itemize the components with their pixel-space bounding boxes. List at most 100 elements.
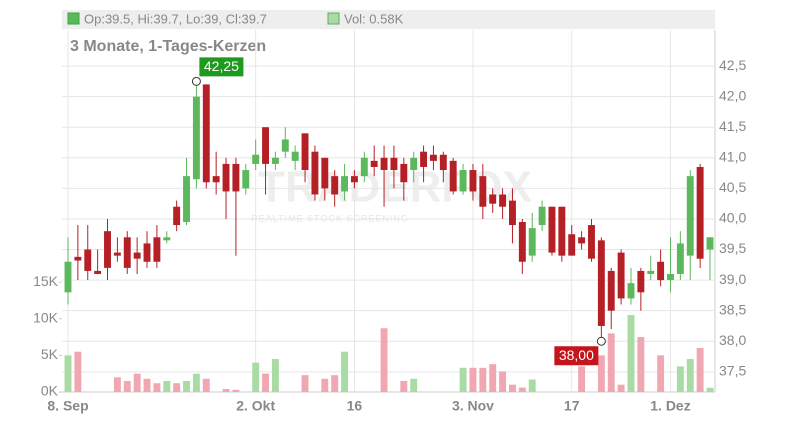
candle-body <box>479 176 487 207</box>
candle-body <box>528 228 536 256</box>
volume-bar <box>400 381 408 392</box>
candle-body <box>469 170 477 192</box>
x-tick-label: 3. Nov <box>452 398 494 414</box>
y-tick-label: 39,5 <box>719 240 746 256</box>
annotation-label: 42,25 <box>204 58 239 74</box>
volume-tick-label: 10K <box>33 309 59 325</box>
candle-body <box>113 252 121 256</box>
volume-tick-label: 0K <box>41 383 59 399</box>
header-volume: Vol: 0.58K <box>344 11 404 26</box>
candle-body <box>271 157 279 164</box>
header-ohlc: Op:39.5, Hi:39.7, Lo:39, Cl:39.7 <box>84 11 267 26</box>
watermark-tagline: REALTIME STOCK SCREENING <box>251 213 409 223</box>
volume-bar <box>113 377 121 392</box>
candle-body <box>104 231 111 268</box>
candle-body <box>667 273 674 281</box>
candle-body <box>74 256 82 261</box>
header-bar <box>62 10 715 29</box>
candle-body <box>153 237 161 262</box>
ohlc-swatch <box>67 12 80 25</box>
volume-tick-label: 15K <box>33 273 59 289</box>
volume-bar <box>489 364 497 392</box>
y-tick-label: 40,5 <box>719 179 746 195</box>
candle-body <box>578 237 586 244</box>
candle-body <box>321 157 329 189</box>
volume-bar <box>262 373 269 392</box>
candle-body <box>459 170 467 192</box>
candle-body <box>242 170 250 189</box>
volume-bar <box>331 375 339 392</box>
volume-bar <box>459 367 467 392</box>
candle-body <box>429 154 437 161</box>
candle-body <box>617 252 625 299</box>
candle-body <box>64 261 72 293</box>
candle-body <box>360 157 368 177</box>
candle-body <box>331 176 339 195</box>
volume-bar <box>676 366 684 392</box>
candle-body <box>706 237 714 250</box>
candle-body <box>183 176 190 223</box>
volume-bar <box>627 315 635 392</box>
y-tick-label: 42,0 <box>719 87 746 103</box>
volume-bar <box>410 378 418 392</box>
y-tick-label: 39,0 <box>719 271 746 287</box>
candle-body <box>439 154 447 171</box>
candle-body <box>647 270 655 274</box>
annotation-point <box>191 76 201 86</box>
candle-body <box>538 206 546 226</box>
volume-bar <box>479 367 487 392</box>
candle-body <box>518 222 526 262</box>
x-tick-label: 1. Dez <box>650 398 690 414</box>
candle-body <box>291 151 299 161</box>
candle-body <box>410 157 418 171</box>
candle-body <box>163 237 171 241</box>
volume-bar <box>469 367 477 392</box>
volume-bar <box>64 355 72 392</box>
volume-bar <box>271 359 279 392</box>
volume-bar <box>123 381 131 392</box>
candle-body <box>489 194 497 204</box>
subtitle: 3 Monate, 1-Tages-Kerzen <box>70 38 266 55</box>
volume-tick-label: 5K <box>41 346 59 362</box>
candle-body <box>509 200 516 226</box>
candle-body <box>143 243 151 262</box>
y-tick-label: 40,0 <box>719 210 746 226</box>
candle-body <box>133 252 141 259</box>
volume-bar <box>686 359 694 392</box>
annotation-box <box>199 57 244 77</box>
annotation-box <box>554 346 599 366</box>
volume-bar <box>321 378 329 392</box>
volume-bar <box>617 384 625 392</box>
volume-bar <box>509 384 516 392</box>
volume-bar <box>252 362 260 392</box>
annotation-label: 38,00 <box>559 347 594 363</box>
volume-bar <box>518 387 526 392</box>
candle-body <box>212 176 220 183</box>
candle-body <box>696 166 704 259</box>
volume-bar <box>222 389 230 392</box>
volume-bar <box>607 333 615 392</box>
volume-bar <box>637 337 645 392</box>
x-tick-label: 2. Okt <box>236 398 275 414</box>
volume-bar <box>232 389 240 392</box>
volume-bar <box>578 366 586 392</box>
candle-body <box>232 163 240 192</box>
volume-bar <box>183 381 190 392</box>
candle-body <box>84 249 92 271</box>
volume-bar <box>143 378 151 392</box>
y-tick-label: 41,5 <box>719 118 746 134</box>
candle-body <box>311 151 319 195</box>
candle-body <box>350 176 358 183</box>
candle-body <box>222 163 230 192</box>
candle-body <box>637 270 645 293</box>
candle-body <box>252 154 260 164</box>
volume-bar <box>202 378 210 392</box>
candle-body <box>657 261 665 281</box>
candle-body <box>676 243 684 274</box>
candle-body <box>568 234 576 256</box>
candle-body <box>370 160 378 167</box>
candle-body <box>173 206 181 226</box>
candle-body <box>597 240 605 326</box>
candle-body <box>499 194 507 207</box>
volume-bar <box>597 355 605 392</box>
